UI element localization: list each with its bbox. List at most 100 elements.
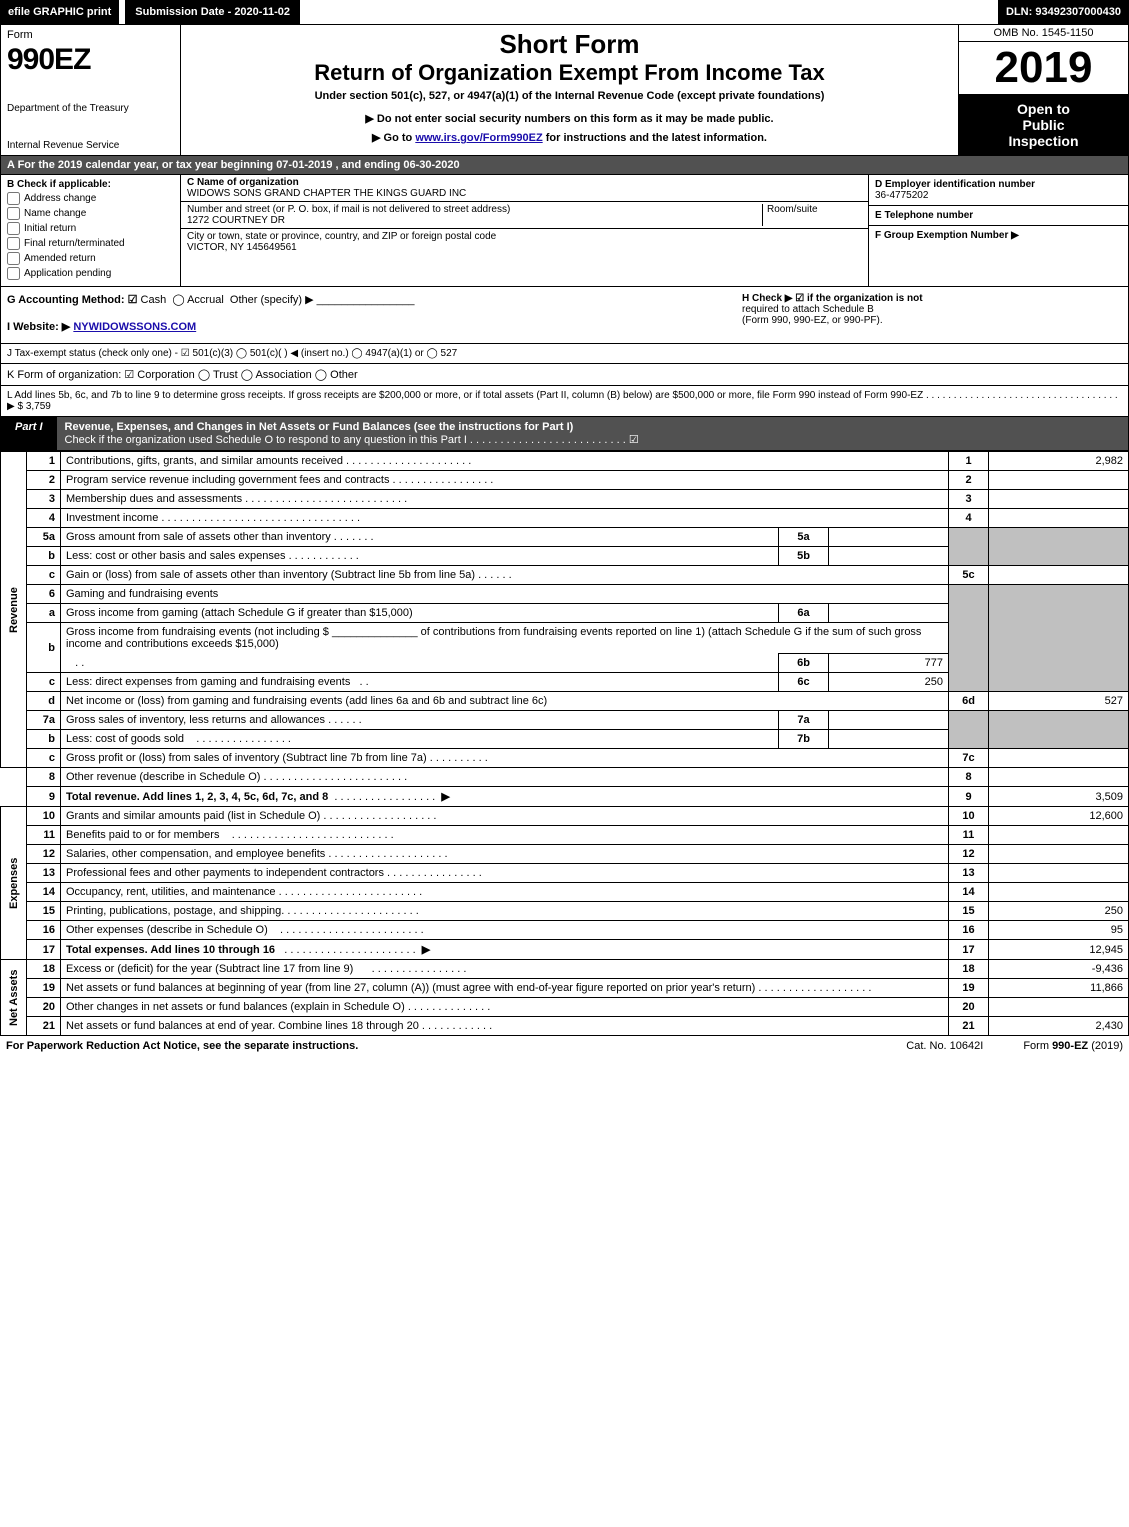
- chk-final-return[interactable]: Final return/terminated: [7, 237, 174, 250]
- line-17-num: 17: [27, 940, 61, 960]
- line-21-desc: Net assets or fund balances at end of ye…: [66, 1020, 419, 1032]
- line-17-val: 12,945: [989, 940, 1129, 960]
- section-b-label: B Check if applicable:: [7, 179, 174, 190]
- line-1-col: 1: [949, 452, 989, 471]
- line-7a-desc: Gross sales of inventory, less returns a…: [66, 714, 325, 726]
- line-9-val: 3,509: [989, 787, 1129, 807]
- g-other: Other (specify) ▶: [230, 294, 314, 306]
- dln-label: DLN: 93492307000430: [998, 0, 1129, 24]
- line-21-val: 2,430: [989, 1017, 1129, 1036]
- line-2-val: [989, 471, 1129, 490]
- line-6b-num: b: [27, 623, 61, 673]
- chk-application-pending-label: Application pending: [24, 268, 111, 279]
- chk-initial-return-label: Initial return: [24, 223, 76, 234]
- line-2-desc: Program service revenue including govern…: [66, 474, 389, 486]
- line-5c-num: c: [27, 566, 61, 585]
- line-6b-desc1: Gross income from fundraising events (no…: [66, 626, 329, 638]
- h-line3: (Form 990, 990-EZ, or 990-PF).: [742, 315, 1122, 326]
- submission-date-label: Submission Date - 2020-11-02: [125, 0, 300, 24]
- accounting-method: G Accounting Method: ☑ Cash ◯ Accrual Ot…: [7, 293, 722, 306]
- line-16-val: 95: [989, 921, 1129, 940]
- chk-initial-return[interactable]: Initial return: [7, 222, 174, 235]
- section-b: B Check if applicable: Address change Na…: [1, 175, 181, 286]
- section-j-tax-exempt: J Tax-exempt status (check only one) - ☑…: [0, 344, 1129, 364]
- line-17-col: 17: [949, 940, 989, 960]
- line-12-val: [989, 845, 1129, 864]
- line-5c-col: 5c: [949, 566, 989, 585]
- section-c: C Name of organization WIDOWS SONS GRAND…: [181, 175, 868, 286]
- goto-instructions: ▶ Go to www.irs.gov/Form990EZ for instru…: [189, 131, 950, 144]
- line-9-num: 9: [27, 787, 61, 807]
- line-5a-desc: Gross amount from sale of assets other t…: [66, 531, 331, 543]
- line-18-val: -9,436: [989, 960, 1129, 979]
- line-6a-num: a: [27, 604, 61, 623]
- line-10-col: 10: [949, 807, 989, 826]
- line-6c-sub: 6c: [779, 673, 829, 692]
- ein-value: 36-4775202: [875, 190, 1122, 201]
- inspect-line3: Inspection: [963, 133, 1124, 149]
- efile-print-label[interactable]: efile GRAPHIC print: [0, 0, 119, 24]
- form-version: Form 990-EZ (2019): [1023, 1040, 1123, 1052]
- under-section-text: Under section 501(c), 527, or 4947(a)(1)…: [189, 90, 950, 102]
- line-4-desc: Investment income: [66, 512, 158, 524]
- line-20-desc: Other changes in net assets or fund bala…: [66, 1001, 405, 1013]
- line-15-col: 15: [949, 902, 989, 921]
- part-1-title: Revenue, Expenses, and Changes in Net As…: [57, 417, 1128, 450]
- line-7a-subval: [829, 711, 949, 730]
- line-10-val: 12,600: [989, 807, 1129, 826]
- line-8-val: [989, 768, 1129, 787]
- goto-pre: ▶ Go to: [372, 132, 415, 144]
- line-11-desc: Benefits paid to or for members: [66, 829, 219, 841]
- line-2-col: 2: [949, 471, 989, 490]
- line-10-desc: Grants and similar amounts paid (list in…: [66, 810, 320, 822]
- line-14-val: [989, 883, 1129, 902]
- line-5a-num: 5a: [27, 528, 61, 547]
- line-17-desc: Total expenses. Add lines 10 through 16: [66, 944, 275, 956]
- line-3-num: 3: [27, 490, 61, 509]
- line-12-col: 12: [949, 845, 989, 864]
- line-1-num: 1: [27, 452, 61, 471]
- line-9-desc: Total revenue. Add lines 1, 2, 3, 4, 5c,…: [66, 791, 328, 803]
- line-4-num: 4: [27, 509, 61, 528]
- line-7c-num: c: [27, 749, 61, 768]
- part-1-check: Check if the organization used Schedule …: [65, 434, 639, 446]
- line-3-col: 3: [949, 490, 989, 509]
- line-7c-val: [989, 749, 1129, 768]
- section-l-gross-receipts: L Add lines 5b, 6c, and 7b to line 9 to …: [0, 386, 1129, 417]
- chk-amended-return[interactable]: Amended return: [7, 252, 174, 265]
- chk-address-change[interactable]: Address change: [7, 192, 174, 205]
- chk-application-pending[interactable]: Application pending: [7, 267, 174, 280]
- line-1-val: 2,982: [989, 452, 1129, 471]
- line-6c-desc: Less: direct expenses from gaming and fu…: [66, 676, 350, 688]
- line-14-col: 14: [949, 883, 989, 902]
- line-11-col: 11: [949, 826, 989, 845]
- l-value: 3,759: [26, 401, 51, 412]
- line-6d-val: 527: [989, 692, 1129, 711]
- line-6-desc: Gaming and fundraising events: [66, 588, 218, 600]
- section-gh: G Accounting Method: ☑ Cash ◯ Accrual Ot…: [0, 287, 1129, 344]
- line-2-num: 2: [27, 471, 61, 490]
- line-4-val: [989, 509, 1129, 528]
- line-7a-num: 7a: [27, 711, 61, 730]
- line-6a-sub: 6a: [779, 604, 829, 623]
- revenue-side-label: Revenue: [1, 452, 27, 768]
- line-19-desc: Net assets or fund balances at beginning…: [66, 982, 755, 994]
- line-13-desc: Professional fees and other payments to …: [66, 867, 384, 879]
- netassets-side-label: Net Assets: [1, 960, 27, 1036]
- dept-irs: Internal Revenue Service: [7, 140, 174, 151]
- line-13-col: 13: [949, 864, 989, 883]
- l-text: L Add lines 5b, 6c, and 7b to line 9 to …: [7, 390, 1118, 412]
- chk-name-change[interactable]: Name change: [7, 207, 174, 220]
- website-link[interactable]: NYWIDOWSSONS.COM: [73, 321, 196, 333]
- g-label: G Accounting Method:: [7, 294, 125, 306]
- section-h: H Check ▶ ☑ if the organization is not r…: [742, 293, 1122, 337]
- line-16-desc: Other expenses (describe in Schedule O): [66, 924, 268, 936]
- city-value: VICTOR, NY 145649561: [187, 242, 297, 253]
- line-7b-sub: 7b: [779, 730, 829, 749]
- line-5b-sub: 5b: [779, 547, 829, 566]
- line-20-col: 20: [949, 998, 989, 1017]
- irs-link[interactable]: www.irs.gov/Form990EZ: [415, 132, 542, 144]
- line-14-desc: Occupancy, rent, utilities, and maintena…: [66, 886, 276, 898]
- open-public-inspection: Open to Public Inspection: [959, 95, 1128, 155]
- line-20-val: [989, 998, 1129, 1017]
